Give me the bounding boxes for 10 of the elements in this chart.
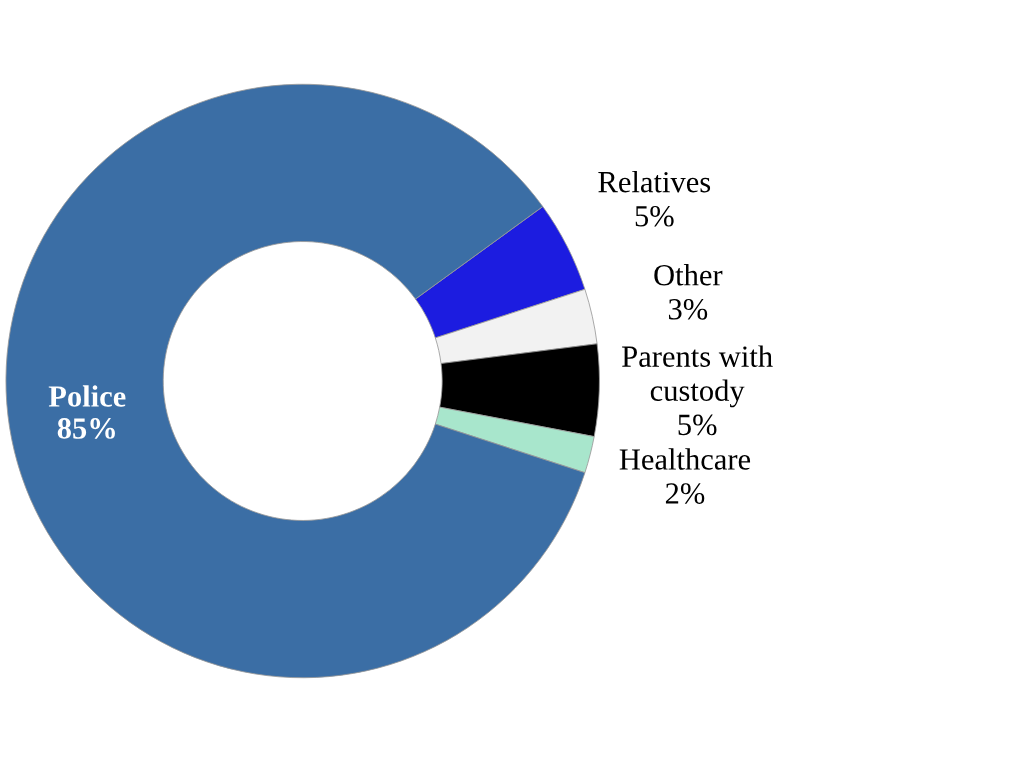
- slice-label: Parents with custody: [622, 345, 773, 408]
- data-label: 3%: [668, 298, 708, 320]
- data-label: 5%: [635, 205, 674, 227]
- data-label: 85%: [57, 418, 115, 439]
- data-label: 5%: [678, 414, 717, 436]
- data-label: 2%: [665, 483, 705, 504]
- slice-label: Other: [654, 264, 723, 286]
- slice-label: Police: [48, 385, 126, 407]
- slice-label: Healthcare: [619, 448, 751, 470]
- slice-label: Relatives: [598, 170, 711, 193]
